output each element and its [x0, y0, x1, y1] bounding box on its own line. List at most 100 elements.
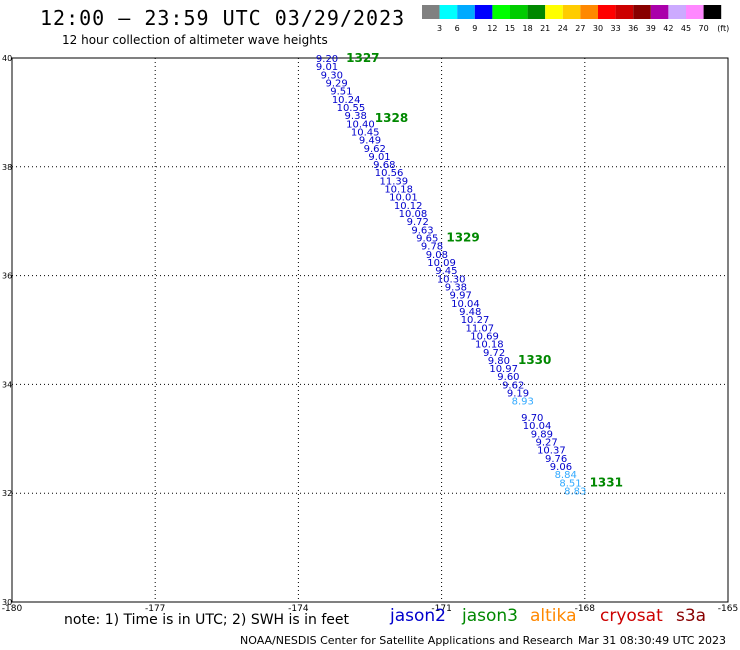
scale-label: 9: [472, 24, 477, 33]
mission-jason3: jason3: [462, 606, 518, 626]
swh-value: 9.45: [435, 266, 457, 277]
swh-value: 10.56: [375, 168, 404, 179]
y-tick-label: 32: [2, 489, 12, 498]
scale-label: 15: [505, 24, 515, 33]
swh-value: 9.38: [445, 282, 467, 293]
swh-value: 9.70: [521, 413, 543, 424]
scale-label: 3: [437, 24, 442, 33]
chart-subtitle: 12 hour collection of altimeter wave hei…: [62, 33, 328, 47]
swh-value: 9.29: [325, 78, 347, 89]
y-tick-label: 36: [2, 272, 12, 281]
y-tick-label: 30: [2, 598, 12, 607]
scale-swatch: [439, 5, 458, 19]
swh-value: 9.97: [450, 291, 472, 302]
swh-value: 10.55: [337, 103, 366, 114]
footer-timestamp: Mar 31 08:30:49 UTC 2023: [578, 634, 726, 647]
swh-value: 9.62: [502, 380, 524, 391]
swh-value: 9.08: [426, 250, 448, 261]
pass-number-label: 1327: [346, 51, 379, 65]
swh-value: 10.09: [427, 258, 456, 269]
mission-cryosat: cryosat: [600, 606, 663, 626]
scale-label: 12: [487, 24, 497, 33]
plot-frame: [11, 57, 729, 603]
mission-jason2: jason2: [390, 606, 446, 626]
chart-title: 12:00 – 23:59 UTC 03/29/2023: [40, 6, 406, 30]
scale-swatch: [668, 5, 686, 19]
scale-label: 24: [558, 24, 568, 33]
swh-value: 9.20: [316, 54, 338, 65]
swh-value: 9.62: [364, 144, 386, 155]
y-tick-label: 34: [2, 380, 12, 389]
scale-swatch: [422, 5, 440, 19]
swh-value: 8.83: [564, 486, 586, 497]
footer-note: note: 1) Time is in UTC; 2) SWH is in fe…: [64, 612, 350, 628]
scale-swatch: [562, 5, 581, 19]
swh-value: 9.89: [531, 429, 553, 440]
pass-number-label: 1330: [518, 353, 551, 367]
swh-value: 9.76: [545, 454, 567, 465]
swh-value: 10.04: [523, 421, 552, 432]
x-tick-label: -177: [145, 604, 165, 614]
mission-s3a: s3a: [676, 606, 707, 626]
scale-swatch: [703, 5, 722, 19]
scale-label: 70: [699, 24, 709, 33]
swh-value: 10.01: [389, 193, 418, 204]
swh-value: 9.72: [483, 348, 505, 359]
swh-value: 9.19: [507, 389, 529, 400]
swh-value: 10.12: [394, 201, 423, 212]
y-tick-label: 38: [2, 163, 12, 172]
scale-label: 21: [540, 24, 550, 33]
swh-value: 11.39: [380, 176, 409, 187]
swh-value: 9.01: [316, 62, 338, 73]
scale-label: 27: [575, 24, 585, 33]
swh-value: 9.78: [421, 242, 443, 253]
swh-value: 9.06: [550, 462, 572, 473]
pass-number-label: 1328: [375, 111, 408, 125]
scale-swatch: [650, 5, 669, 19]
swh-value: 9.48: [459, 307, 481, 318]
swh-value: 9.51: [330, 87, 352, 98]
swh-value: 9.60: [497, 372, 519, 383]
swh-value: 10.69: [470, 331, 499, 342]
swh-value: 9.72: [407, 217, 429, 228]
scale-swatch: [474, 5, 493, 19]
pass-number-label: 1331: [590, 475, 623, 489]
x-tick-label: -165: [718, 604, 738, 614]
swh-value: 9.30: [321, 70, 343, 81]
swh-value: 10.04: [451, 299, 480, 310]
swh-value: 9.49: [359, 136, 381, 147]
scale-swatch: [510, 5, 528, 19]
swh-value: 8.84: [555, 470, 577, 481]
pass-number-label: 1329: [446, 231, 479, 245]
scale-label: 18: [523, 24, 533, 33]
swh-value: 9.27: [535, 438, 557, 449]
swh-value: 8.51: [559, 478, 581, 489]
swh-value: 10.08: [399, 209, 428, 220]
footer-credit: NOAA/NESDIS Center for Satellite Applica…: [240, 634, 574, 647]
scale-swatch: [527, 5, 546, 19]
scale-swatch: [580, 5, 598, 19]
swh-value: 9.63: [411, 225, 433, 236]
swh-value: 10.37: [537, 446, 566, 457]
swh-value: 10.27: [461, 315, 490, 326]
scale-label: 42: [663, 24, 673, 33]
scale-label: 33: [611, 24, 621, 33]
x-tick-label: -171: [431, 604, 451, 614]
swh-value: 8.93: [512, 397, 534, 408]
swh-value: 10.18: [384, 185, 413, 196]
swh-value: 9.38: [345, 111, 367, 122]
scale-label: 30: [593, 24, 603, 33]
swh-value: 10.97: [489, 364, 518, 375]
swh-value: 10.40: [346, 119, 375, 130]
swh-value: 10.45: [351, 127, 380, 138]
scale-label: 6: [455, 24, 460, 33]
scale-swatch: [615, 5, 634, 19]
scale-swatch: [545, 5, 563, 19]
swh-value: 9.65: [416, 234, 438, 245]
x-tick-label: -168: [575, 604, 596, 614]
scale-swatch: [492, 5, 510, 19]
scale-swatch: [598, 5, 616, 19]
y-tick-label: 40: [2, 54, 12, 63]
scale-swatch: [457, 5, 475, 19]
